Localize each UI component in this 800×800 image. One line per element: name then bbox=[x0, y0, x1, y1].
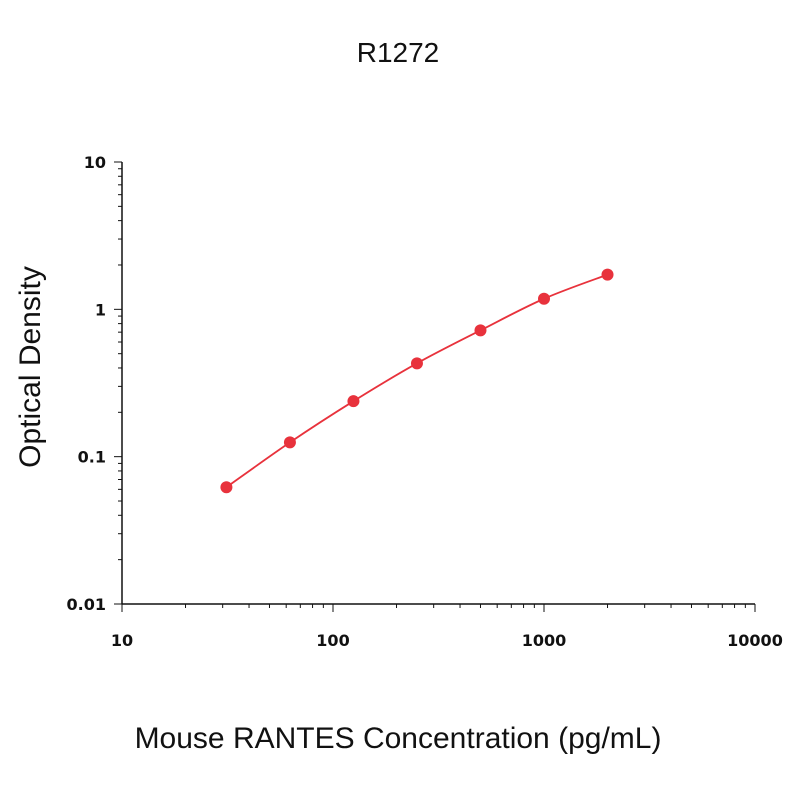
x-tick-label: 10000 bbox=[727, 631, 783, 650]
y-tick-label: 0.01 bbox=[67, 595, 106, 614]
x-tick-label: 100 bbox=[316, 631, 349, 650]
data-point bbox=[347, 395, 360, 408]
y-tick-label: 1 bbox=[95, 300, 106, 319]
data-point bbox=[474, 324, 487, 337]
fit-curve-layer bbox=[225, 273, 608, 488]
y-axis-ticks bbox=[114, 161, 122, 605]
data-point bbox=[601, 268, 614, 281]
x-tick-label: 10 bbox=[111, 631, 133, 650]
fit-curve bbox=[225, 273, 608, 488]
y-tick-label: 0.1 bbox=[78, 448, 106, 467]
data-points-layer bbox=[220, 268, 614, 494]
chart-title: R1272 bbox=[357, 37, 440, 68]
data-point bbox=[410, 357, 423, 370]
x-axis-title: Mouse RANTES Concentration (pg/mL) bbox=[135, 722, 662, 755]
data-point bbox=[220, 481, 233, 494]
y-tick-label: 10 bbox=[84, 153, 106, 172]
data-point bbox=[283, 436, 296, 449]
data-point bbox=[538, 292, 550, 305]
x-axis-ticks bbox=[121, 604, 756, 612]
x-tick-label: 1000 bbox=[522, 631, 567, 650]
y-axis-title: Optical Density bbox=[14, 266, 47, 468]
